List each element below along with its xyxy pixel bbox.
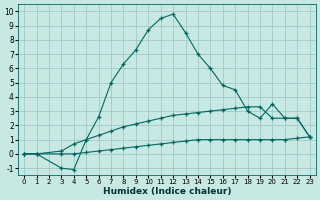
X-axis label: Humidex (Indice chaleur): Humidex (Indice chaleur) [103,187,231,196]
